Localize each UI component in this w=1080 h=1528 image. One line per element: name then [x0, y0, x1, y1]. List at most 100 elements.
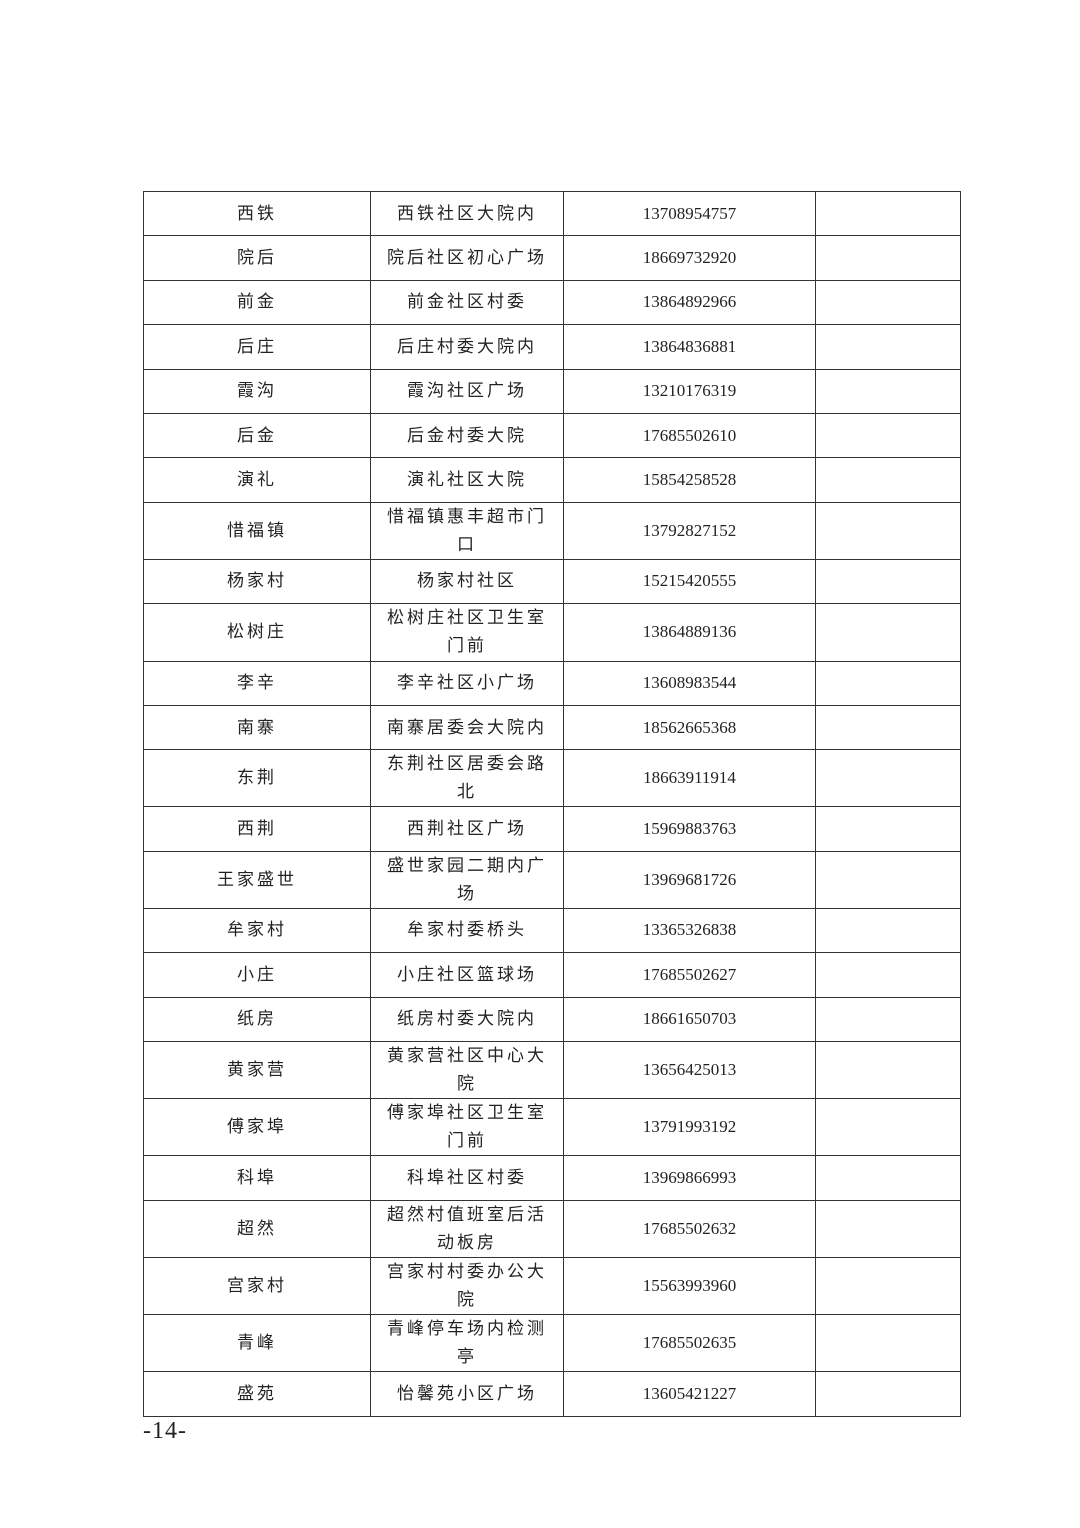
- note-cell: [815, 660, 961, 707]
- site-location-cell: 前金社区村委: [370, 279, 564, 326]
- site-location-text: 宫家村村委办公大院: [387, 1262, 547, 1310]
- site-location-cell: 后庄村委大院内: [370, 324, 564, 370]
- phone-cell: 18669732920: [563, 235, 816, 281]
- note-cell: [815, 1314, 961, 1373]
- table-row: 后金 后金村委大院 17685502610: [143, 412, 961, 459]
- site-location-cell: 牟家村委桥头: [370, 907, 564, 954]
- phone-cell: 13708954757: [563, 190, 816, 237]
- table-row: 李辛 李辛社区小广场 13608983544: [143, 660, 961, 707]
- site-name-cell: 王家盛世: [143, 850, 371, 909]
- table-row: 超然 超然村值班室后活动板房 17685502632: [143, 1199, 961, 1259]
- phone-cell: 13656425013: [563, 1040, 816, 1099]
- phone-cell: 15215420555: [563, 558, 816, 605]
- note-cell: [815, 996, 961, 1042]
- site-name-cell: 霞沟: [143, 368, 371, 414]
- note-cell: [815, 235, 961, 281]
- site-location-cell: 科埠社区村委: [370, 1155, 564, 1201]
- site-name-cell: 青峰: [143, 1314, 371, 1373]
- note-cell: [815, 806, 961, 852]
- site-location-cell: 纸房村委大院内: [370, 996, 564, 1042]
- site-location-text: 科埠社区村委: [407, 1168, 527, 1188]
- table-row: 惜福镇 惜福镇惠丰超市门口 13792827152: [143, 501, 961, 560]
- site-location-text: 西铁社区大院内: [397, 203, 537, 223]
- site-name-cell: 后金: [143, 412, 371, 459]
- site-location-text: 院后社区初心广场: [387, 248, 547, 268]
- site-location-text: 惜福镇惠丰超市门口: [387, 506, 547, 554]
- note-cell: [815, 1257, 961, 1316]
- site-location-cell: 后金村委大院: [370, 412, 564, 459]
- table-row: 盛苑 怡馨苑小区广场 13605421227: [143, 1371, 961, 1417]
- site-name-cell: 盛苑: [143, 1371, 371, 1417]
- site-location-cell: 西铁社区大院内: [370, 190, 564, 237]
- note-cell: [815, 368, 961, 414]
- table-row: 纸房 纸房村委大院内 18661650703: [143, 996, 961, 1042]
- site-location-text: 怡馨苑小区广场: [397, 1384, 537, 1404]
- phone-cell: 13605421227: [563, 1371, 816, 1417]
- site-location-cell: 南寨居委会大院内: [370, 705, 564, 751]
- site-location-text: 东荆社区居委会路北: [387, 754, 547, 802]
- note-cell: [815, 501, 961, 560]
- site-name-cell: 院后: [143, 235, 371, 281]
- table-row: 南寨 南寨居委会大院内 18562665368: [143, 705, 961, 751]
- site-location-text: 盛世家园二期内广场: [387, 855, 547, 903]
- site-name-cell: 东荆: [143, 749, 371, 808]
- site-name-cell: 纸房: [143, 996, 371, 1042]
- note-cell: [815, 705, 961, 751]
- site-location-text: 后金村委大院: [407, 425, 527, 445]
- site-location-cell: 盛世家园二期内广场: [370, 850, 564, 909]
- phone-cell: 17685502632: [563, 1199, 816, 1259]
- note-cell: [815, 1097, 961, 1157]
- phone-cell: 13210176319: [563, 368, 816, 414]
- site-location-text: 演礼社区大院: [407, 470, 527, 490]
- phone-cell: 13864889136: [563, 603, 816, 662]
- site-name-cell: 后庄: [143, 324, 371, 370]
- site-name-cell: 宫家村: [143, 1257, 371, 1316]
- site-location-cell: 惜福镇惠丰超市门口: [370, 501, 564, 560]
- site-name-cell: 李辛: [143, 660, 371, 707]
- site-name-cell: 西铁: [143, 190, 371, 237]
- site-name-cell: 松树庄: [143, 603, 371, 662]
- table-row: 宫家村 宫家村村委办公大院 15563993960: [143, 1257, 961, 1316]
- note-cell: [815, 1199, 961, 1259]
- table-row: 杨家村 杨家村社区 15215420555: [143, 558, 961, 605]
- site-location-cell: 宫家村村委办公大院: [370, 1257, 564, 1316]
- site-name-cell: 科埠: [143, 1155, 371, 1201]
- table-row: 牟家村 牟家村委桥头 13365326838: [143, 907, 961, 954]
- phone-cell: 13969681726: [563, 850, 816, 909]
- note-cell: [815, 558, 961, 605]
- phone-cell: 17685502627: [563, 952, 816, 998]
- site-location-text: 李辛社区小广场: [397, 673, 537, 693]
- site-name-cell: 小庄: [143, 952, 371, 998]
- site-location-cell: 东荆社区居委会路北: [370, 749, 564, 808]
- phone-cell: 13608983544: [563, 660, 816, 707]
- site-location-text: 纸房村委大院内: [397, 1009, 537, 1029]
- phone-cell: 18663911914: [563, 749, 816, 808]
- site-location-text: 西荆社区广场: [407, 819, 527, 839]
- note-cell: [815, 412, 961, 459]
- table-row: 东荆 东荆社区居委会路北 18663911914: [143, 749, 961, 808]
- site-location-text: 前金社区村委: [407, 292, 527, 312]
- site-location-cell: 演礼社区大院: [370, 457, 564, 503]
- note-cell: [815, 457, 961, 503]
- site-name-cell: 傅家埠: [143, 1097, 371, 1157]
- note-cell: [815, 603, 961, 662]
- note-cell: [815, 1040, 961, 1099]
- site-name-cell: 黄家营: [143, 1040, 371, 1099]
- note-cell: [815, 749, 961, 808]
- phone-cell: 18562665368: [563, 705, 816, 751]
- site-location-text: 后庄村委大院内: [397, 336, 537, 356]
- site-location-cell: 黄家营社区中心大院: [370, 1040, 564, 1099]
- phone-cell: 18661650703: [563, 996, 816, 1042]
- site-location-text: 小庄社区篮球场: [397, 964, 537, 984]
- site-location-cell: 杨家村社区: [370, 558, 564, 605]
- site-location-cell: 院后社区初心广场: [370, 235, 564, 281]
- site-location-cell: 小庄社区篮球场: [370, 952, 564, 998]
- site-name-cell: 牟家村: [143, 907, 371, 954]
- note-cell: [815, 952, 961, 998]
- site-location-text: 松树庄社区卫生室门前: [387, 608, 547, 656]
- site-name-cell: 超然: [143, 1199, 371, 1259]
- phone-cell: 15563993960: [563, 1257, 816, 1316]
- phone-cell: 15969883763: [563, 806, 816, 852]
- table-row: 霞沟 霞沟社区广场 13210176319: [143, 368, 961, 414]
- site-location-text: 霞沟社区广场: [407, 381, 527, 401]
